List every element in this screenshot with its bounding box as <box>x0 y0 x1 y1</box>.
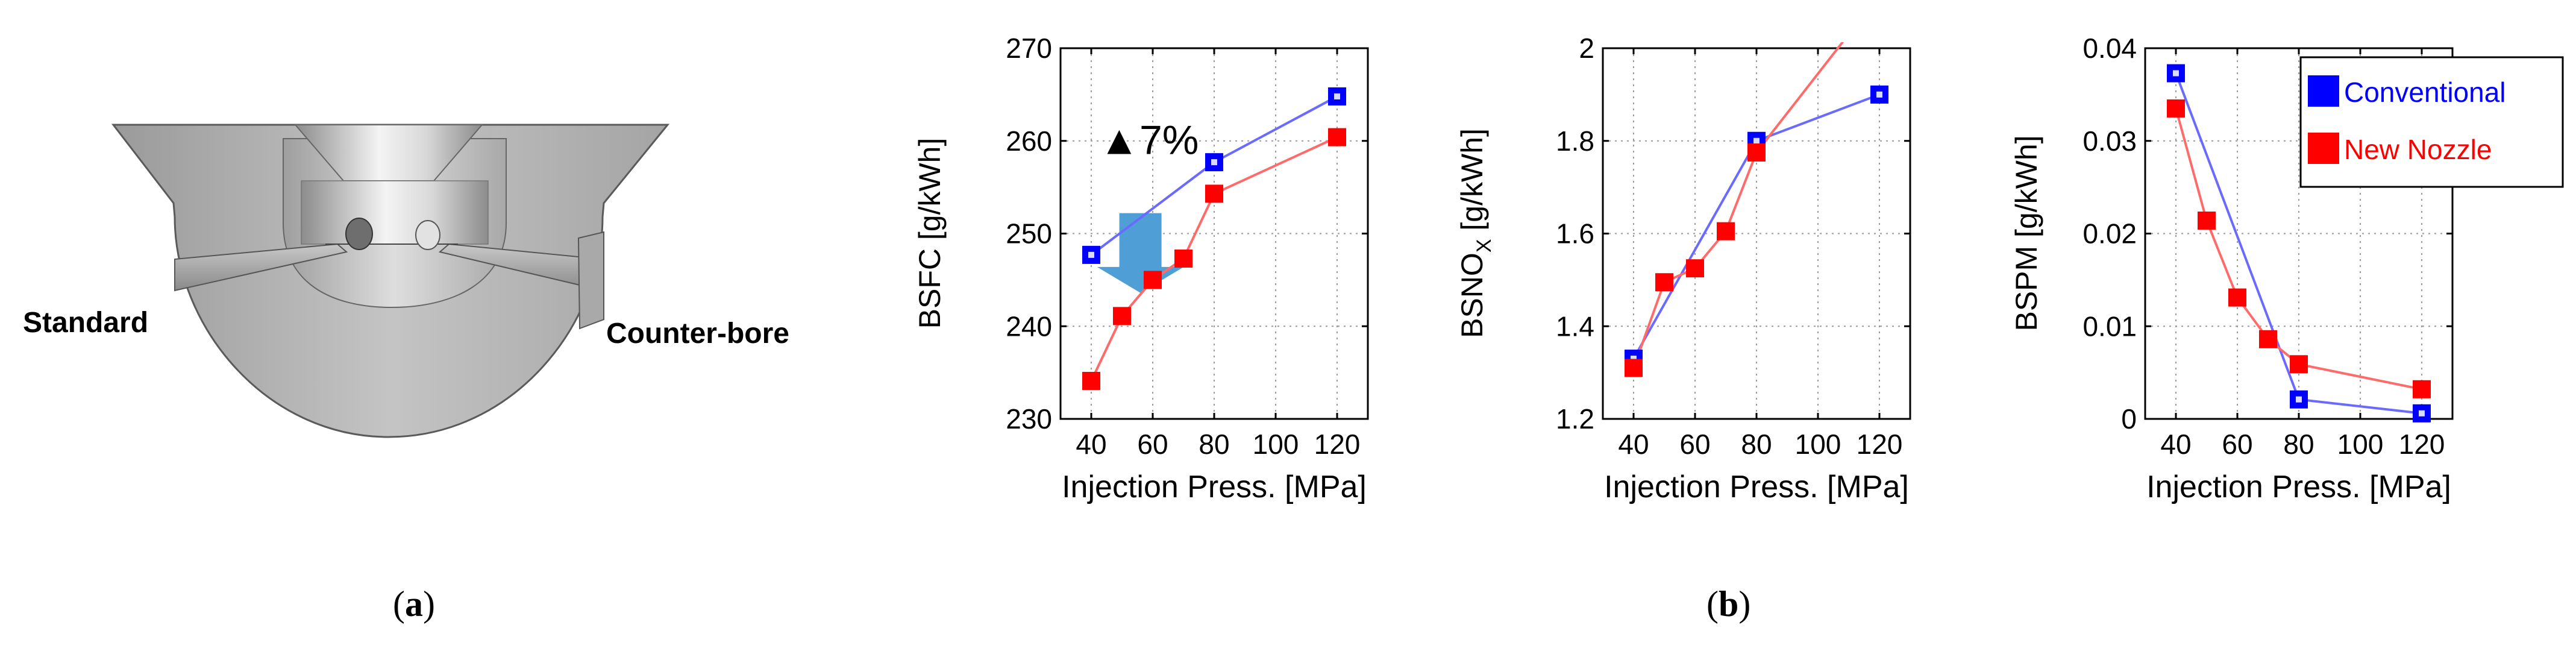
series-clip <box>1632 42 1880 369</box>
new-nozzle-marker-1 <box>2198 211 2216 230</box>
y-tick-label-3: 1.8 <box>1556 125 1594 157</box>
chart-bsfc: 40 60 80 100 120 230 240 250 260 270 Injection Pre… <box>913 33 1369 504</box>
caption-b-open: ( <box>1706 584 1719 624</box>
conventional-marker-1-glare <box>1211 159 1217 166</box>
hole-entry-left <box>345 218 373 250</box>
caption-b-letter: b <box>1718 584 1739 624</box>
new-nozzle-marker-5 <box>1328 128 1346 146</box>
y-axis-label-unit: [g/kWh] <box>1455 128 1489 239</box>
y-axis-label: BSPM [g/kWh] <box>2010 135 2043 331</box>
x-tick-label-1: 60 <box>1679 429 1710 460</box>
decrease-arrow <box>1097 213 1184 293</box>
new-nozzle-marker-3 <box>1174 250 1192 268</box>
y-tick-label-4: 0.04 <box>2082 33 2137 64</box>
caption-b: (b) <box>1706 583 1750 625</box>
series-line-new-nozzle <box>2175 108 2422 391</box>
x-tick-label-4: 120 <box>2399 429 2445 460</box>
new-nozzle-marker-3 <box>2259 330 2277 348</box>
new-nozzle-marker-0 <box>1082 371 1100 390</box>
new-nozzle-marker-4 <box>1747 143 1766 162</box>
chart-bspm: 40 60 80 100 120 0 0.01 0.02 0.03 0.04 Injection P… <box>2010 33 2564 504</box>
nozzle-illustration <box>0 0 874 482</box>
caption-a: (a) <box>393 583 435 625</box>
new-nozzle-marker-2 <box>1144 271 1162 289</box>
series-line-new-nozzle <box>1632 42 1844 369</box>
y-tick-label-2: 250 <box>1006 218 1052 250</box>
counterbore-label: Counter-bore <box>606 318 789 350</box>
annotation-label: ▲7% <box>1099 117 1199 163</box>
conventional-marker-1-glare <box>1753 137 1760 144</box>
x-axis-label: Injection Press. [MPa] <box>2146 470 2451 504</box>
new-nozzle-marker-0 <box>2167 99 2185 118</box>
y-tick-label-0: 1.2 <box>1556 403 1594 435</box>
x-tick-label-0: 40 <box>1618 429 1649 460</box>
new-nozzle-marker-1 <box>1655 273 1673 292</box>
x-tick-label-4: 120 <box>1314 429 1361 460</box>
new-nozzle-marker-0 <box>1625 359 1643 377</box>
x-axis-label: Injection Press. [MPa] <box>1604 470 1909 504</box>
standard-label: Standard <box>23 307 149 339</box>
y-axis-label: BSFC [g/kWh] <box>913 138 947 329</box>
new-nozzle-marker-2 <box>2228 288 2246 307</box>
y-tick-label-0: 230 <box>1006 403 1052 435</box>
y-tick-label-2: 0.02 <box>2082 218 2137 250</box>
conventional-marker-1-glare <box>2296 396 2302 403</box>
legend-swatch-1 <box>2308 133 2339 164</box>
y-tick-label-4: 2 <box>1579 33 1594 64</box>
x-tick-label-1: 60 <box>2222 429 2252 460</box>
legend-swatch-0 <box>2308 75 2339 107</box>
x-tick-label-3: 100 <box>2337 429 2384 460</box>
legend-label-1: New Nozzle <box>2344 134 2492 165</box>
x-tick-label-0: 40 <box>2160 429 2191 460</box>
new-nozzle-marker-2 <box>1686 259 1704 278</box>
legend-box <box>2299 56 2564 188</box>
x-axis-label: Injection Press. [MPa] <box>1062 470 1367 504</box>
y-tick-label-0: 0 <box>2121 403 2137 435</box>
new-nozzle-marker-4 <box>1205 184 1223 203</box>
conventional-marker-2-glare <box>1334 93 1340 99</box>
conventional-marker-0-glare <box>1088 251 1094 258</box>
x-tick-label-1: 60 <box>1137 429 1168 460</box>
y-axis-label-sub: X <box>1473 239 1496 253</box>
conventional-marker-0-glare <box>1631 356 1637 362</box>
hole-entry-right <box>415 220 440 250</box>
conventional-marker-0-glare <box>2173 70 2179 77</box>
y-tick-label-1: 0.01 <box>2082 310 2137 342</box>
caption-a-close: ) <box>422 584 435 624</box>
nozzle-drawing <box>111 124 670 438</box>
y-tick-label-1: 240 <box>1006 310 1052 342</box>
new-nozzle-marker-5 <box>2413 380 2431 398</box>
caption-a-open: ( <box>393 584 405 624</box>
new-nozzle-marker-4 <box>2290 355 2308 374</box>
x-tick-label-2: 80 <box>2283 429 2314 460</box>
new-nozzle-marker-1 <box>1113 307 1131 325</box>
x-tick-label-2: 80 <box>1199 429 1229 460</box>
conventional-marker-2-glare <box>1876 91 1882 98</box>
counterbore-recess <box>577 231 604 330</box>
x-tick-label-3: 100 <box>1795 429 1841 460</box>
caption-a-letter: a <box>404 584 423 624</box>
x-tick-label-2: 80 <box>1741 429 1772 460</box>
new-nozzle-marker-3 <box>1717 222 1735 240</box>
y-tick-label-3: 0.03 <box>2082 125 2137 157</box>
conventional-marker-2-glare <box>2419 410 2425 416</box>
y-tick-label-3: 260 <box>1006 125 1052 157</box>
standard-hole <box>174 243 348 292</box>
y-tick-label-4: 270 <box>1006 33 1052 64</box>
legend-label-0: Conventional <box>2344 77 2506 108</box>
series-line-new-nozzle <box>1090 136 1338 382</box>
y-tick-label-1: 1.4 <box>1556 310 1594 342</box>
chart-bsnox: 40 60 80 100 120 1.2 1.4 1.6 1.8 2 Injection Press… <box>1455 33 1911 504</box>
caption-b-close: ) <box>1738 584 1751 624</box>
y-axis-label-main: BSNO <box>1455 253 1489 338</box>
x-tick-label-3: 100 <box>1253 429 1299 460</box>
x-tick-label-4: 120 <box>1857 429 1903 460</box>
y-tick-label-2: 1.6 <box>1556 218 1594 250</box>
y-axis-label: BSNOX [g/kWh] <box>1455 128 1496 338</box>
x-tick-label-0: 40 <box>1076 429 1106 460</box>
